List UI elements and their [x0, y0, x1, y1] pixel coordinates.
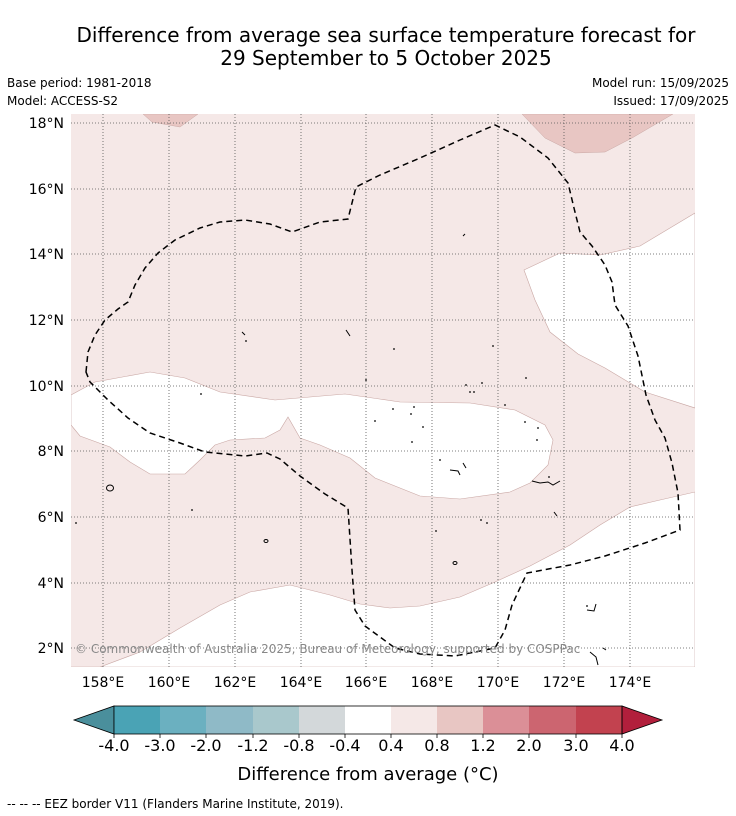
chart-title-line-1: Difference from average sea surface temp… — [76, 23, 696, 47]
colorbar: -4.0 -3.0 -2.0 -1.2 -0.8 -0.4 0.4 0.8 1.… — [72, 705, 664, 785]
colorbar-tick-labels: -4.0 -3.0 -2.0 -1.2 -0.8 -0.4 0.4 0.8 1.… — [98, 736, 634, 755]
colorbar-ticks — [113, 734, 623, 738]
neutral-region-central — [71, 371, 554, 500]
issued-label: Issued: 17/09/2025 — [613, 94, 729, 108]
anomaly-band-0-8-1-2-north-west — [142, 114, 199, 128]
lat-label: 18°N — [29, 116, 64, 132]
colorbar-swatch — [114, 706, 160, 734]
graticule — [71, 114, 695, 667]
lat-label: 4°N — [38, 576, 64, 592]
lon-label: 172°E — [543, 675, 586, 691]
colorbar-swatch — [160, 706, 206, 734]
colorbar-swatch — [253, 706, 299, 734]
colorbar-title: Difference from average (°C) — [237, 764, 498, 785]
lon-label: 168°E — [411, 675, 454, 691]
colorbar-label: -0.4 — [329, 736, 360, 755]
colorbar-label: 1.2 — [470, 736, 495, 755]
colorbar-swatch — [206, 706, 253, 734]
lon-label: 160°E — [148, 675, 191, 691]
neutral-region-east — [523, 212, 695, 409]
lon-label: 166°E — [345, 675, 388, 691]
chart-title-line-2: 29 September to 5 October 2025 — [220, 46, 552, 70]
lon-label: 164°E — [280, 675, 323, 691]
lon-label: 174°E — [609, 675, 652, 691]
map-plot-area: © Commonwealth of Australia 2025, Bureau… — [71, 114, 695, 667]
colorbar-swatch — [529, 706, 576, 734]
colorbar-label: -3.0 — [144, 736, 175, 755]
colorbar-label: 3.0 — [563, 736, 588, 755]
lon-axis-labels: 158°E 160°E 162°E 164°E 166°E 168°E 170°… — [82, 675, 652, 691]
lat-axis-labels: 18°N 16°N 14°N 12°N 10°N 8°N 6°N 4°N 2°N — [29, 116, 64, 657]
colorbar-swatch — [483, 706, 529, 734]
eez-border-footnote: -- -- -- EEZ border V11 (Flanders Marine… — [7, 797, 344, 811]
lat-label: 8°N — [38, 444, 64, 460]
colorbar-label: -4.0 — [98, 736, 129, 755]
atoll-dots — [75, 340, 588, 607]
lat-label: 16°N — [29, 182, 64, 198]
colorbar-swatch — [391, 706, 437, 734]
anomaly-band-0-8-1-2-north-east — [521, 114, 674, 154]
colorbar-label: 0.8 — [424, 736, 449, 755]
lat-label: 2°N — [38, 641, 64, 657]
colorbar-label: -0.8 — [283, 736, 314, 755]
islands — [106, 233, 607, 666]
colorbar-swatch — [299, 706, 345, 734]
colorbar-label: 4.0 — [609, 736, 634, 755]
colorbar-max-arrow — [621, 705, 664, 735]
copyright-notice: © Commonwealth of Australia 2025, Bureau… — [75, 642, 580, 656]
lat-label: 10°N — [29, 379, 64, 395]
lon-label: 170°E — [477, 675, 520, 691]
model-run-label: Model run: 15/09/2025 — [591, 76, 729, 90]
lat-label: 14°N — [29, 247, 64, 263]
lon-label: 162°E — [214, 675, 257, 691]
colorbar-outline — [113, 705, 623, 735]
colorbar-label: 0.4 — [378, 736, 403, 755]
neutral-region-south — [71, 491, 695, 667]
colorbar-label: 2.0 — [516, 736, 541, 755]
model-label: Model: ACCESS-S2 — [7, 94, 119, 108]
colorbar-min-arrow — [72, 705, 115, 735]
colorbar-label: -1.2 — [237, 736, 268, 755]
colorbar-swatch — [345, 706, 391, 734]
colorbar-label: -2.0 — [190, 736, 221, 755]
lat-label: 6°N — [38, 510, 64, 526]
colorbar-swatch — [576, 706, 622, 734]
lat-label: 12°N — [29, 313, 64, 329]
lon-label: 158°E — [82, 675, 125, 691]
base-period-label: Base period: 1981-2018 — [7, 76, 152, 90]
colorbar-swatch — [437, 706, 483, 734]
eez-border-line — [85, 124, 681, 657]
